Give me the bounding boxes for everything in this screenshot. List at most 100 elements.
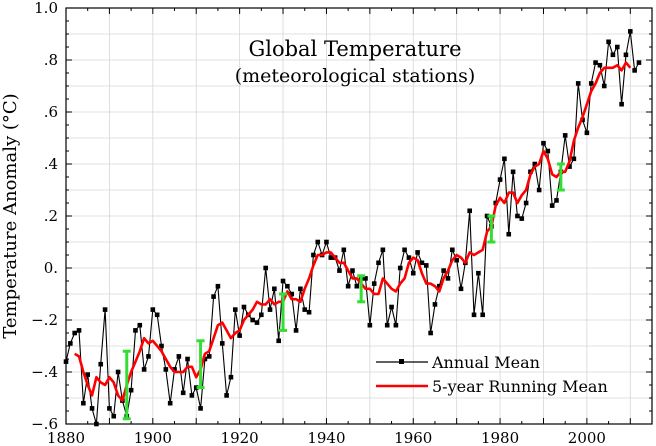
y-tick-label: .2 — [44, 207, 58, 225]
annual-mean-point — [254, 320, 260, 325]
chart-title: Global Temperature — [248, 37, 461, 61]
x-tick-label: 1900 — [134, 429, 172, 446]
annual-mean-point — [632, 68, 637, 73]
annual-mean-point — [115, 369, 121, 375]
y-tick-label: −.4 — [31, 363, 58, 381]
annual-mean-point — [176, 354, 182, 359]
y-tick-label: 1.0 — [34, 0, 58, 17]
annual-mean-point — [428, 330, 433, 336]
uncertainty-bar — [556, 162, 565, 192]
annual-mean-point — [141, 367, 147, 372]
legend-annual-marker — [399, 359, 404, 364]
annual-mean-line — [65, 31, 640, 425]
annual-mean-point — [159, 343, 164, 349]
annual-mean-point — [206, 354, 212, 359]
uncertainty-bars — [122, 162, 565, 421]
legend-annual-label: Annual Mean — [431, 353, 540, 372]
annual-mean-series — [63, 29, 642, 427]
annual-mean-point — [107, 406, 112, 411]
annual-mean-point — [519, 216, 525, 221]
annual-mean-point — [506, 231, 512, 237]
annual-mean-point — [72, 330, 77, 336]
running-mean-line — [74, 61, 632, 402]
annual-mean-point — [298, 286, 303, 292]
annual-mean-point — [172, 367, 177, 372]
annual-mean-point — [410, 270, 416, 276]
annual-mean-point — [202, 356, 208, 362]
x-tick-label: 1960 — [394, 429, 432, 446]
annual-mean-point — [306, 309, 312, 315]
annual-mean-point — [536, 187, 542, 193]
annual-mean-point — [380, 247, 386, 253]
y-tick-label: .4 — [44, 155, 58, 173]
chart-subtitle: (meteorological stations) — [235, 65, 476, 87]
annual-mean-point — [606, 39, 611, 45]
annual-mean-point — [267, 307, 273, 312]
annual-mean-point — [133, 328, 138, 333]
annual-mean-point — [163, 367, 169, 372]
annual-mean-point — [432, 302, 438, 307]
annual-mean-point — [614, 44, 620, 50]
annual-mean-point — [237, 333, 242, 338]
annual-mean-point — [345, 283, 351, 289]
annual-mean-point — [228, 374, 234, 380]
running-mean-series — [74, 61, 632, 402]
annual-mean-point — [98, 361, 104, 367]
annual-mean-point — [441, 268, 446, 273]
annual-mean-point — [76, 328, 82, 333]
annual-mean-point — [150, 307, 156, 312]
y-tick-label: .8 — [44, 51, 58, 69]
y-tick-label: −.2 — [31, 311, 58, 329]
x-tick-label: 1920 — [221, 429, 259, 446]
annual-mean-point — [549, 203, 555, 208]
annual-mean-point — [324, 239, 329, 245]
annual-mean-point — [541, 140, 546, 146]
annual-mean-point — [571, 156, 577, 162]
x-tick-label: 2000 — [568, 429, 606, 446]
annual-mean-point — [554, 198, 559, 203]
y-tick-label: 0. — [44, 259, 58, 277]
annual-mean-point — [515, 213, 520, 219]
annual-mean-point — [502, 156, 507, 162]
annual-mean-point — [215, 283, 221, 289]
annual-mean-point — [167, 400, 173, 406]
annual-mean-point — [263, 265, 268, 271]
grid-lines — [66, 8, 652, 424]
annual-mean-point — [137, 322, 143, 328]
x-tick-label: 1940 — [307, 429, 345, 446]
y-tick-labels: −.6 −.4 −.2 0. .2 .4 .6 .8 1.0 — [31, 0, 58, 433]
annual-mean-point — [402, 247, 407, 253]
uncertainty-bar — [357, 274, 366, 304]
uncertainty-bar — [487, 214, 496, 244]
annual-mean-point — [523, 200, 529, 206]
annual-mean-point — [423, 263, 429, 268]
annual-mean-point — [384, 322, 390, 328]
annual-mean-point — [63, 359, 69, 364]
annual-mean-point — [224, 393, 229, 398]
annual-mean-point — [180, 390, 186, 396]
annual-mean-point — [68, 341, 73, 346]
annual-mean-point — [610, 52, 616, 58]
annual-mean-point — [185, 356, 190, 362]
axis-ticks — [65, 7, 653, 425]
annual-mean-point — [458, 286, 464, 292]
annual-mean-point — [337, 268, 342, 273]
annual-mean-point — [601, 83, 607, 89]
annual-mean-point — [471, 312, 477, 318]
annual-mean-point — [480, 312, 486, 318]
annual-mean-point — [389, 304, 394, 310]
annual-mean-point — [341, 247, 347, 253]
annual-mean-point — [211, 294, 216, 299]
annual-mean-point — [623, 52, 629, 58]
annual-mean-point — [250, 317, 255, 323]
annual-mean-point — [328, 255, 334, 260]
x-tick-label: 1980 — [481, 429, 519, 446]
annual-mean-point — [241, 304, 247, 310]
x-tick-label: 1880 — [47, 429, 85, 446]
annual-mean-point — [189, 393, 195, 398]
annual-mean-point — [593, 60, 598, 65]
annual-mean-point — [363, 276, 368, 281]
annual-mean-point — [619, 101, 624, 107]
annual-mean-point — [276, 338, 281, 344]
